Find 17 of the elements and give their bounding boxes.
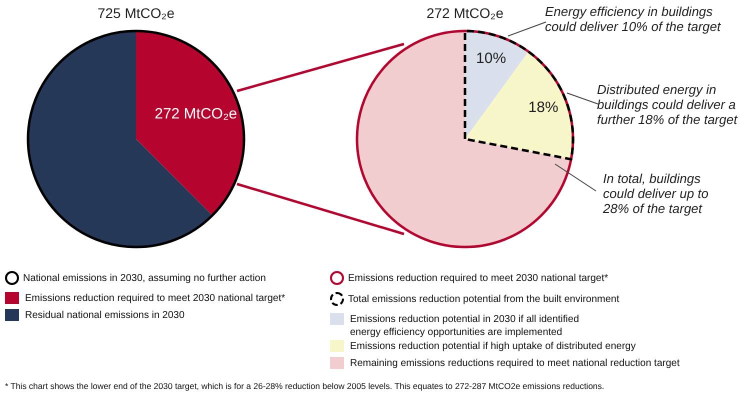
text: Emissions reduction required to meet 2030 national target*	[348, 272, 608, 285]
legend-label: Emissions reduction required to meet 2030 national target*	[25, 292, 286, 305]
data-label: 272 MtCO₂e	[154, 105, 238, 122]
chart-title: 272 MtCO₂e	[426, 5, 504, 21]
chart-title: 725 MtCO₂e	[96, 5, 176, 21]
legend-label: Emissions reduction potential in 2030 if all identified energy efficiency opportunities are implemented	[350, 313, 580, 339]
legend-label: Residual national emissions in 2030	[25, 309, 185, 322]
legend-label: Remaining emissions reductions required to meet national reduction target	[350, 357, 680, 370]
text: Distributed energy in buildings could deliver a further 18% of the target	[597, 82, 739, 127]
data-label: 18%	[528, 99, 558, 116]
text: National emissions in 2030, assuming no further action	[23, 272, 266, 285]
text: In total, buildings could deliver up to 28% of the target	[603, 171, 710, 216]
text: * This chart shows the lower end of the 2030 target, which is for a 26-28% reduction below 2005 levels. This equates to 272-287 MtCO2e emissions reductions.	[5, 381, 606, 391]
legend-label: Emissions reduction potential if high uptake of distributed energy	[350, 340, 636, 353]
text: Total emissions reduction potential from the built environment	[348, 293, 620, 306]
data-label: 10%	[476, 50, 506, 68]
text: Energy efficiency in buildings could deliver 10% of the target	[545, 4, 722, 34]
